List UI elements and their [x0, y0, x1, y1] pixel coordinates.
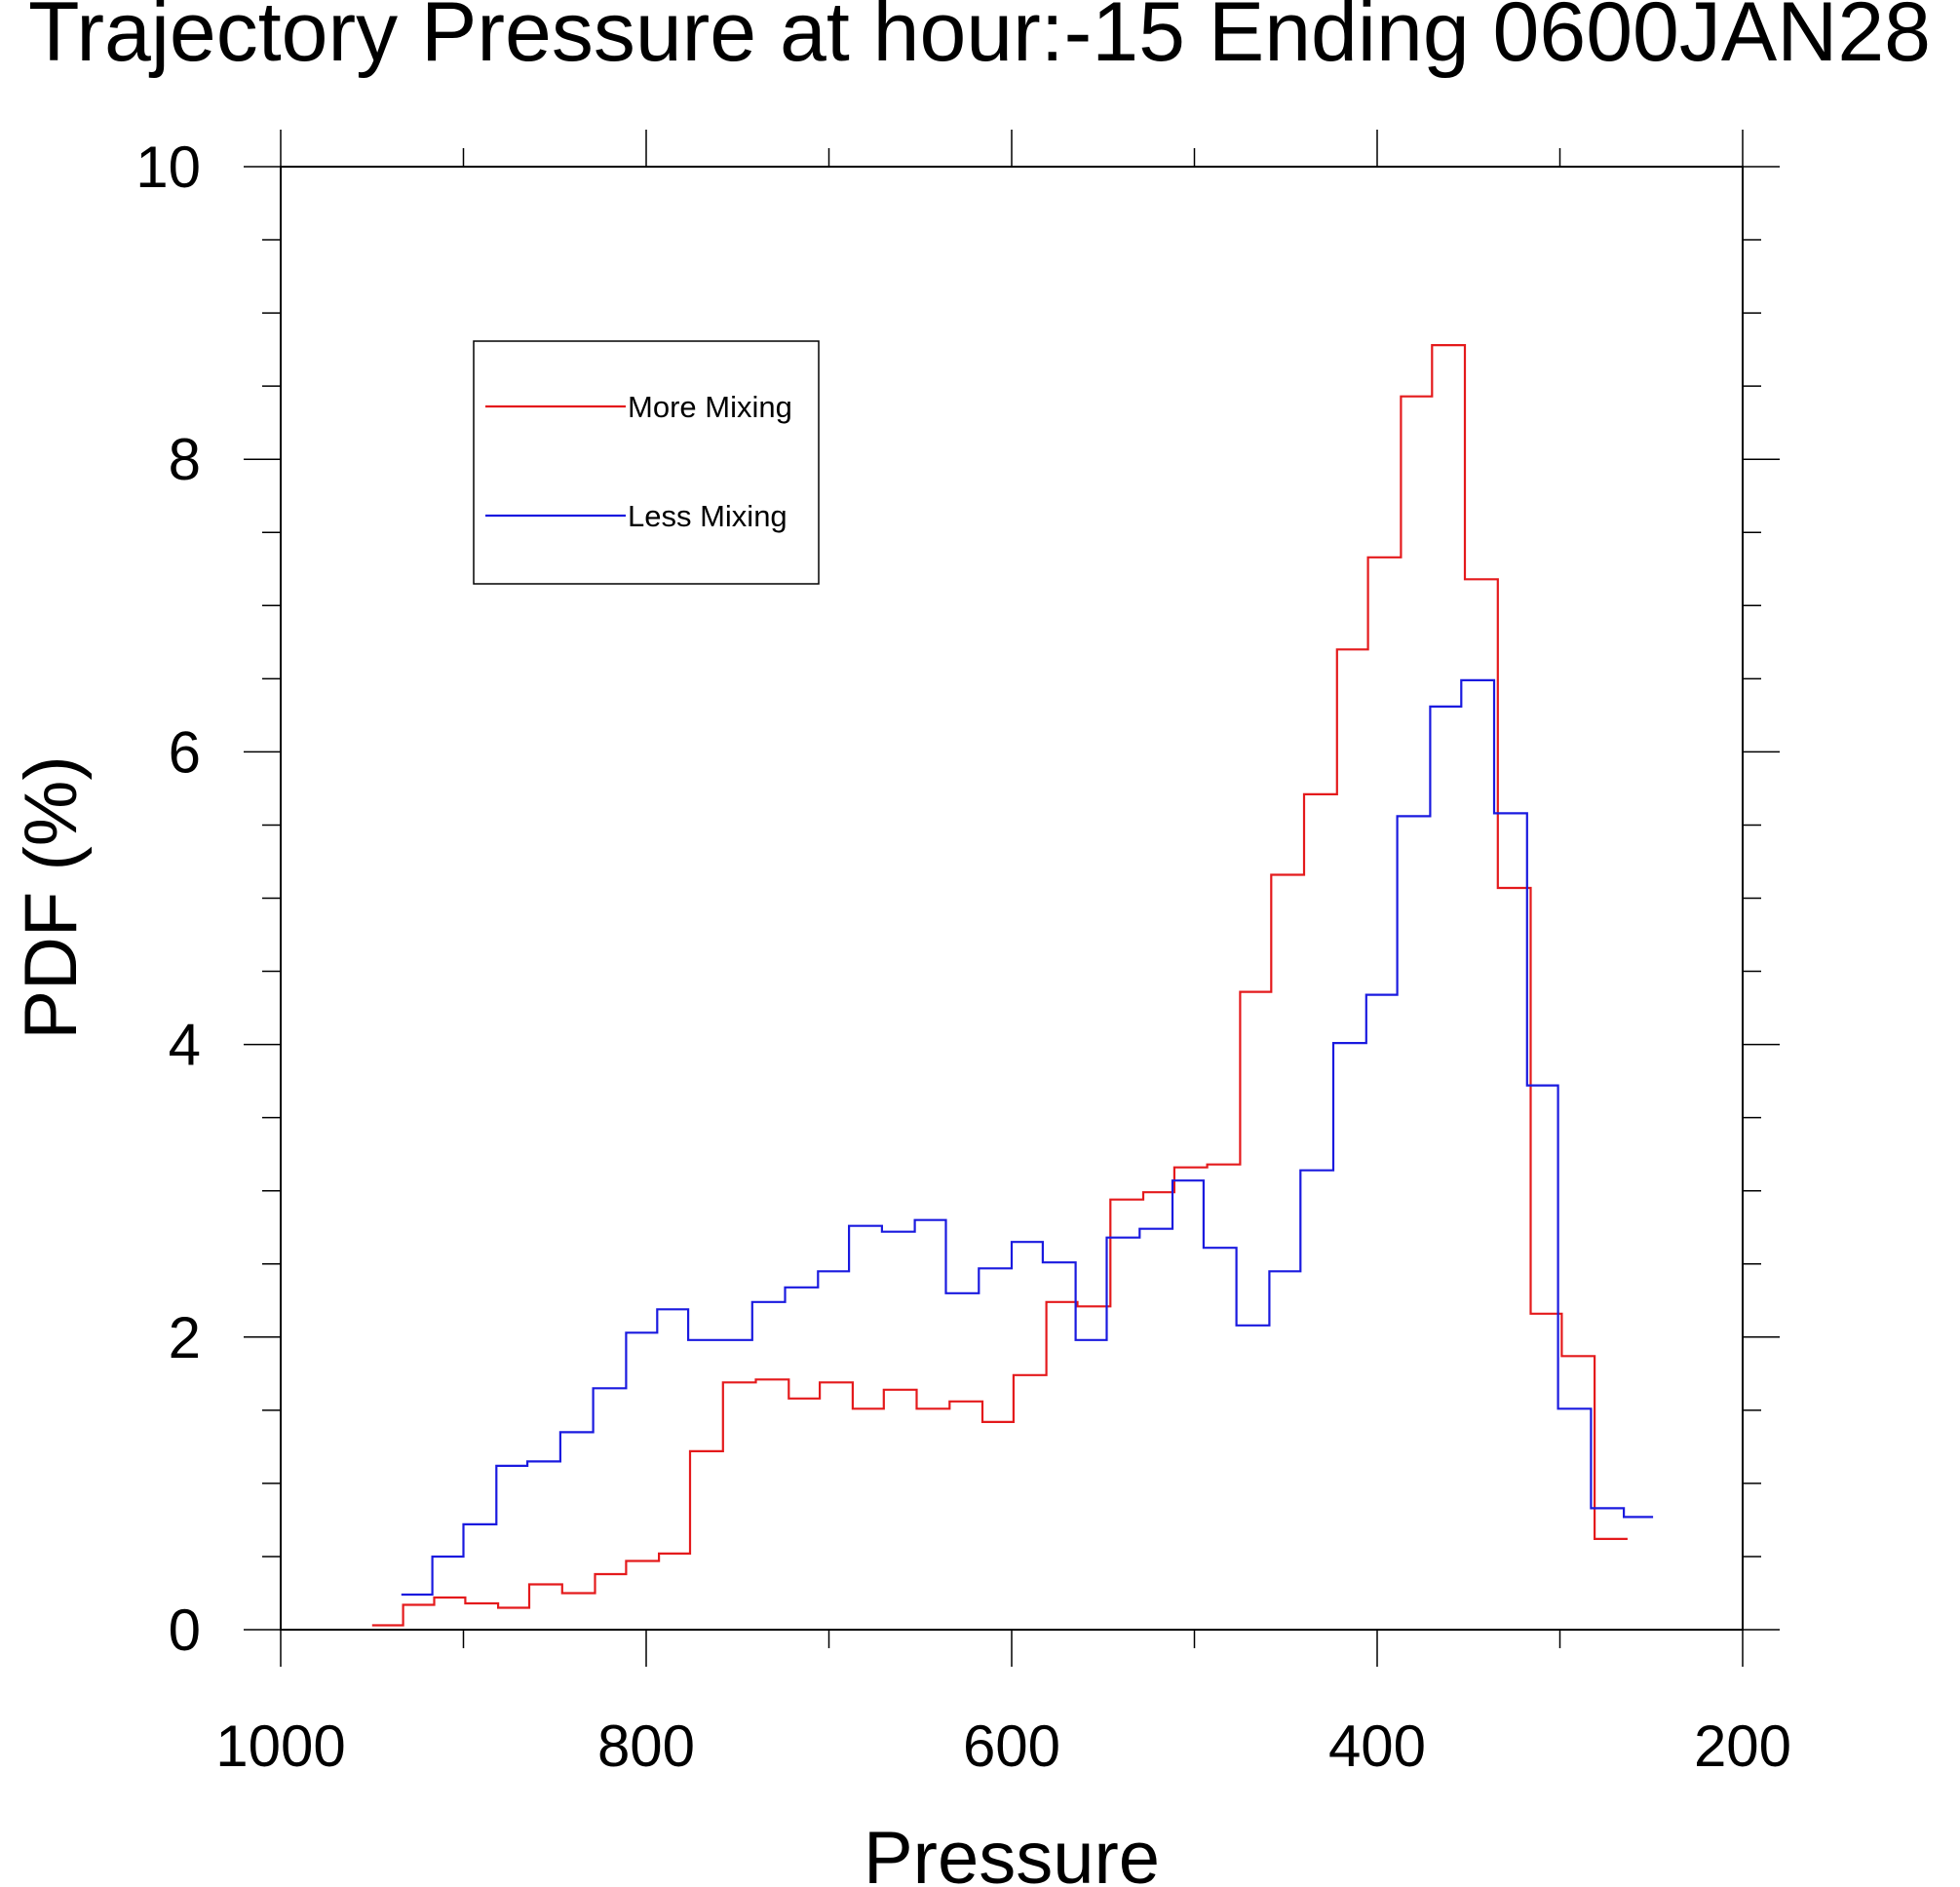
- x-axis-title: Pressure: [864, 1817, 1160, 1887]
- axis-ticks: 1000 800 600 400 200 0 2 4 6 8 10: [135, 130, 1791, 1779]
- x-tick-label: 800: [597, 1714, 695, 1779]
- x-tick-label: 1000: [215, 1714, 345, 1779]
- series-line: [371, 344, 1628, 1627]
- series-group: [371, 344, 1654, 1627]
- y-tick-label: 6: [169, 719, 201, 785]
- x-tick-label: 400: [1328, 1714, 1426, 1779]
- legend-box: [473, 340, 820, 585]
- legend-label: Less Mixing: [628, 499, 788, 533]
- chart-title: Trajectory Pressure at hour:-15 Ending 0…: [28, 0, 1931, 79]
- y-tick-label: 10: [135, 135, 201, 200]
- legend: More Mixing Less Mixing: [473, 340, 820, 585]
- y-tick-label: 4: [169, 1013, 201, 1078]
- x-tick-label: 200: [1694, 1714, 1791, 1779]
- y-tick-label: 0: [169, 1598, 201, 1663]
- series-line: [401, 678, 1654, 1597]
- legend-label: More Mixing: [628, 390, 792, 424]
- y-tick-label: 2: [169, 1305, 201, 1370]
- y-axis-title: PDF (%): [10, 755, 93, 1039]
- y-tick-label: 8: [169, 427, 201, 492]
- x-tick-label: 600: [963, 1714, 1060, 1779]
